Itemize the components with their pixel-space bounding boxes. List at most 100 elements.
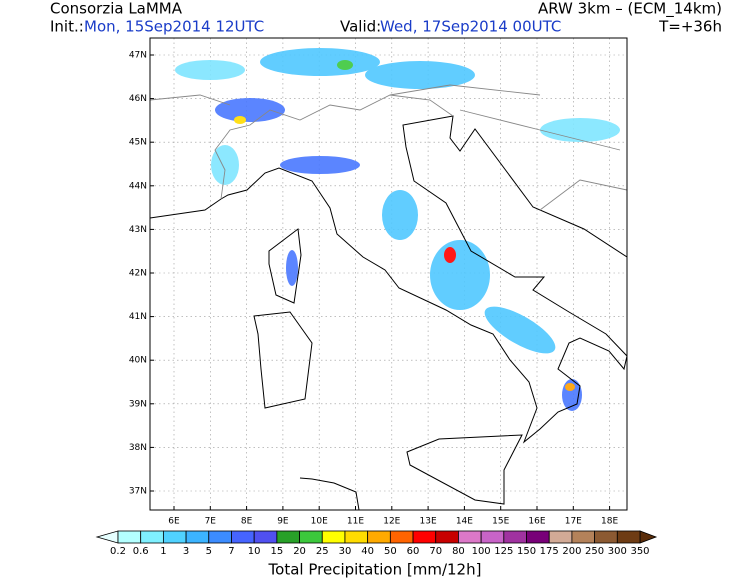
lon-label: 6E — [168, 517, 180, 527]
colorbar-label: 0.2 — [110, 546, 126, 557]
precip-area — [382, 190, 418, 240]
colorbar-label: 7 — [228, 546, 234, 557]
colorbar-box — [299, 530, 323, 544]
lon-label: 9E — [277, 517, 289, 527]
colorbar-label: 20 — [293, 546, 306, 557]
header-title: Consorzia LaMMA — [50, 0, 183, 18]
lon-label: 17E — [565, 517, 582, 527]
valid-label: Valid: — [340, 18, 381, 36]
precip-area — [430, 240, 490, 310]
colorbar-label: 5 — [206, 546, 212, 557]
precip-area — [260, 48, 380, 76]
lon-label: 13E — [420, 517, 437, 527]
lon-label: 10E — [311, 517, 328, 527]
colorbar-box — [503, 530, 527, 544]
colorbar-box — [526, 530, 550, 544]
precip-area — [215, 98, 285, 122]
lon-label: 16E — [528, 517, 545, 527]
lon-label: 11E — [347, 517, 364, 527]
precip-area — [175, 60, 245, 80]
colorbar-label: 175 — [540, 546, 559, 557]
colorbar-under — [95, 530, 119, 544]
corsica-coast — [268, 228, 302, 304]
colorbar-box — [344, 530, 369, 544]
sicily-coast — [406, 434, 523, 505]
precip-area — [280, 156, 360, 174]
colorbar-label: 350 — [630, 546, 649, 557]
map-area — [150, 38, 627, 510]
coastline — [150, 115, 627, 444]
axis-ticks: 6E 7E 8E 9E 10E 11E 12E 13E 14E 15E 16E 17E 18E 47N 46… — [129, 51, 619, 527]
precipitation — [175, 48, 620, 411]
lat-label: 38N — [129, 443, 147, 453]
lon-label: 7E — [205, 517, 217, 527]
colorbar-box — [162, 530, 187, 544]
colorbar-box — [231, 530, 255, 544]
colorbar-box — [616, 530, 641, 544]
precip-core — [444, 247, 456, 263]
grid — [150, 38, 627, 510]
precip-area — [540, 118, 620, 142]
colorbar-box — [321, 530, 346, 544]
lat-label: 40N — [129, 356, 147, 366]
lat-label: 39N — [129, 399, 147, 409]
colorbar-box — [367, 530, 391, 544]
colorbar-box — [208, 530, 232, 544]
colorbar-box — [435, 530, 459, 544]
colorbar: 0.2 0.6 1 3 5 7 10 15 20 25 30 40 50 60 70 80 100 125 150 1… — [95, 530, 658, 557]
colorbar-box — [594, 530, 618, 544]
colorbar-box — [571, 530, 596, 544]
lat-label: 47N — [129, 51, 147, 61]
colorbar-box — [480, 530, 505, 544]
lon-label: 8E — [241, 517, 253, 527]
colorbar-box — [389, 530, 414, 544]
colorbar-box — [458, 530, 482, 544]
lon-label: 15E — [492, 517, 509, 527]
colorbar-label: 3 — [183, 546, 189, 557]
lat-label: 43N — [129, 225, 147, 235]
lat-label: 44N — [129, 181, 147, 191]
precip-core — [234, 116, 246, 124]
colorbar-label: 10 — [248, 546, 261, 557]
lon-label: 18E — [601, 517, 618, 527]
colorbar-label: 100 — [472, 546, 491, 557]
lat-label: 46N — [129, 94, 147, 104]
colorbar-label: 50 — [384, 546, 397, 557]
colorbar-label: 15 — [271, 546, 284, 557]
sardinia-coast — [253, 311, 313, 409]
colorbar-label: 40 — [361, 546, 374, 557]
lon-label: 14E — [456, 517, 473, 527]
colorbar-label: 200 — [562, 546, 581, 557]
lat-label: 45N — [129, 138, 147, 148]
precip-core — [565, 383, 575, 391]
colorbar-box — [117, 530, 142, 544]
lead-time: T=+36h — [658, 18, 722, 36]
lon-label: 12E — [383, 517, 400, 527]
africa-coast — [299, 477, 360, 510]
valid-time: Wed, 17Sep2014 00UTC — [380, 18, 561, 36]
lat-label: 41N — [129, 312, 147, 322]
colorbar-box — [140, 530, 164, 544]
precip-area — [286, 250, 298, 286]
precip-area — [365, 61, 475, 89]
colorbar-title: Total Precipitation [mm/12h] — [268, 561, 482, 579]
precip-core — [337, 60, 353, 70]
lat-label: 37N — [129, 487, 147, 497]
colorbar-label: 125 — [494, 546, 513, 557]
lat-label: 42N — [129, 269, 147, 279]
model-label: ARW 3km – (ECM_14km) — [538, 0, 722, 19]
init-time: Mon, 15Sep2014 12UTC — [84, 18, 264, 36]
colorbar-label: 25 — [316, 546, 329, 557]
colorbar-label: 60 — [407, 546, 420, 557]
colorbar-label: 30 — [339, 546, 352, 557]
colorbar-label: 300 — [608, 546, 627, 557]
colorbar-over — [639, 530, 658, 544]
colorbar-box — [548, 530, 573, 544]
colorbar-label: 80 — [452, 546, 465, 557]
colorbar-label: 0.6 — [133, 546, 149, 557]
colorbar-box — [276, 530, 300, 544]
colorbar-label: 70 — [429, 546, 442, 557]
colorbar-label: 150 — [517, 546, 536, 557]
